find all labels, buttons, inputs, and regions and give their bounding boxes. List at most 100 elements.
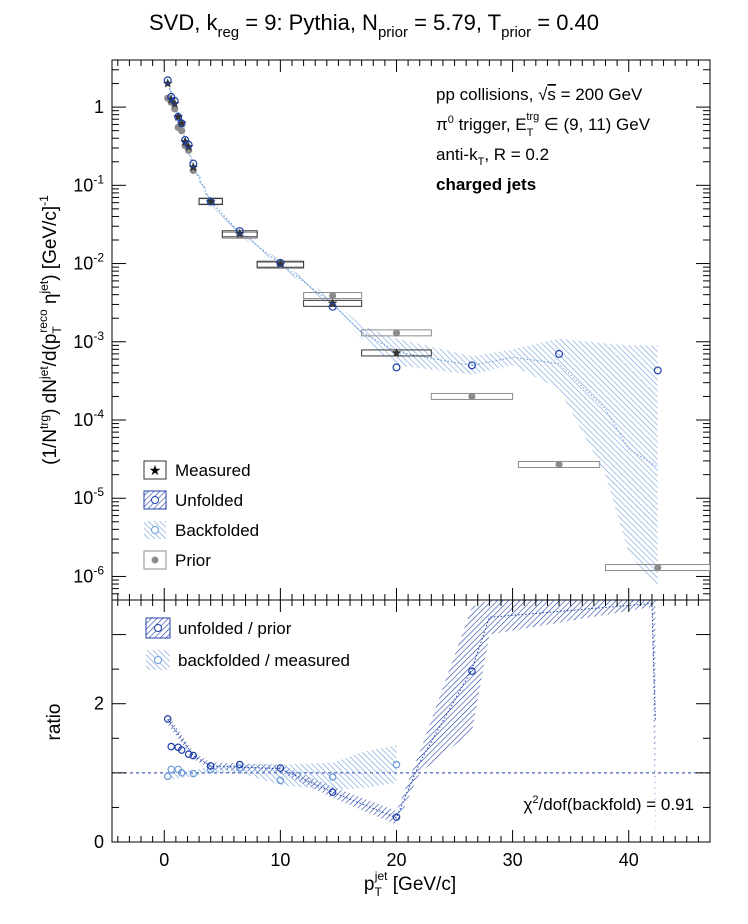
x-tick-label: 20 (386, 850, 406, 870)
backfolded-measured-point (328, 773, 337, 781)
unfolded-prior-point (468, 667, 476, 676)
y-tick-label-top: 10-6 (73, 563, 104, 586)
y-tick-exponent: -1 (93, 172, 104, 186)
svg-text:backfolded / measured: backfolded / measured (178, 651, 350, 670)
measured-point (163, 78, 173, 88)
legend-bottom: unfolded / prior backfolded / measured (145, 617, 350, 670)
unfolded-prior-point (235, 760, 244, 769)
measured-point (180, 136, 190, 146)
prior-point (171, 105, 179, 113)
x-axis-label: pTjet [GeV/c] (364, 869, 456, 899)
unfolded-point (184, 140, 193, 149)
y-tick-base: 10 (73, 566, 93, 586)
svg-text:★: ★ (149, 462, 162, 478)
y-tick-label-top: 10-2 (73, 251, 104, 274)
x-tick-label: 10 (270, 850, 290, 870)
unfolded-prior-point (392, 813, 401, 821)
prior-point (468, 392, 476, 401)
y-tick-exponent: -2 (93, 251, 104, 265)
prior-point (329, 291, 337, 300)
y-axis-label-bottom: ratio (44, 704, 65, 741)
annotation-trigger: π0 trigger, ETtrg ∈ (9, 11) GeV (436, 111, 651, 139)
bottom-panel-frame (111, 599, 711, 843)
x-tick-label: 40 (619, 850, 639, 870)
svg-text:unfolded / prior: unfolded / prior (178, 619, 292, 638)
unfolded-prior-point (276, 764, 285, 772)
unfolded-point (555, 349, 564, 358)
unfolded-point (177, 119, 186, 128)
measured-point (205, 196, 216, 206)
annotation-collisions: pp collisions, √s = 200 GeV (436, 85, 643, 104)
annotation-jets: charged jets (436, 175, 536, 194)
y-tick-exponent: -6 (93, 563, 104, 577)
annotation-chi2: χ2/dof(backfold) = 0.91 (523, 794, 694, 814)
x-tick-label: 0 (159, 850, 169, 870)
unfolded-point (206, 197, 215, 206)
backfolded-measured-point (206, 765, 215, 774)
backfolded-measured-point (189, 769, 198, 778)
legend-entry-measured: ★ Measured (143, 460, 251, 480)
unfolded-point (170, 96, 179, 105)
unfolded-point (328, 302, 337, 311)
legend-entry-unfolded: Unfolded (143, 490, 243, 510)
y-axis-label-top: (1/Ntrg) dNjet/d(pTreco ηjet) [GeV/c]-1 (36, 195, 64, 465)
x-tick-label: 30 (503, 850, 523, 870)
unfolded-prior-point (189, 751, 198, 760)
backfolded-measured-point (276, 776, 285, 785)
y-tick-base: 10 (73, 254, 93, 274)
unfolded-prior-point (328, 788, 337, 797)
measured-point (391, 347, 402, 357)
legend-entry-unfolded-prior: unfolded / prior (145, 617, 292, 639)
annotation-algorithm: anti-kT, R = 0.2 (436, 145, 549, 168)
backfolded-measured-point (392, 760, 401, 769)
unfolded-point (653, 366, 662, 375)
backfolded-measured-point (235, 764, 244, 772)
y-tick-label-top: 10-4 (73, 407, 104, 430)
y-tick-label-top: 10-3 (73, 329, 104, 352)
backfolded-band (167, 77, 658, 589)
measured-point (183, 141, 194, 151)
y-tick-base: 10 (73, 410, 93, 430)
unfolded-point (467, 361, 476, 370)
unfolded-point (163, 76, 172, 85)
prior-point (392, 329, 401, 337)
unfolded-prior-point (177, 746, 186, 754)
unfolded-prior-point (167, 742, 176, 751)
y-tick-label-bottom: 2 (94, 694, 104, 714)
top-plot-area (163, 76, 710, 589)
unfolded-prior-line (167, 602, 656, 819)
backfolded-measured-point (163, 772, 172, 781)
backfolded-measured-point (167, 765, 176, 774)
unfolded-prior-point (163, 715, 172, 723)
prior-point (178, 127, 186, 135)
svg-text:Prior: Prior (175, 551, 211, 570)
bottom-plot-area (112, 600, 710, 842)
y-tick-label-top: 10-5 (73, 485, 104, 508)
svg-text:Measured: Measured (175, 461, 251, 480)
prior-point (654, 563, 662, 572)
backfolded-measured-point (177, 769, 186, 777)
backfolded-measured-band (167, 745, 397, 791)
unfolded-prior-point (206, 762, 215, 770)
unfolded-point (276, 258, 285, 267)
legend-entry-backfolded: Backfolded (144, 521, 259, 540)
y-tick-base: 10 (73, 488, 93, 508)
legend-entry-backfolded-measured: backfolded / measured (146, 650, 350, 670)
y-tick-exponent: -4 (93, 407, 104, 421)
legend-top: ★ Measured Unfolded Backfolded Prior (143, 460, 259, 570)
legend-entry-prior: Prior (143, 550, 211, 570)
unfolded-point (235, 227, 244, 236)
prior-point (555, 460, 563, 469)
y-tick-base: 10 (73, 175, 93, 195)
measured-point (235, 228, 245, 238)
unfolded-point (174, 112, 183, 121)
y-tick-base: 1 (94, 97, 104, 117)
y-tick-label-top: 1 (94, 97, 104, 117)
unfolded-point (392, 363, 401, 372)
unfolded-prior-point (184, 750, 193, 758)
y-tick-base: 10 (73, 332, 93, 352)
annotation-block: pp collisions, √s = 200 GeV π0 trigger, … (436, 85, 651, 194)
chart-title: SVD, kreg = 9: Pythia, Nprior = 5.79, Tp… (149, 10, 599, 41)
